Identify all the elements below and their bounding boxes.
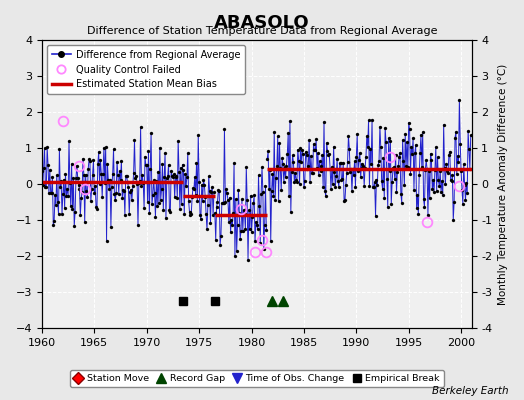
Text: ABASOLO: ABASOLO	[214, 14, 310, 32]
Text: Berkeley Earth: Berkeley Earth	[432, 386, 508, 396]
Legend: Station Move, Record Gap, Time of Obs. Change, Empirical Break: Station Move, Record Gap, Time of Obs. C…	[70, 370, 444, 387]
Text: Difference of Station Temperature Data from Regional Average: Difference of Station Temperature Data f…	[87, 26, 437, 36]
Y-axis label: Monthly Temperature Anomaly Difference (°C): Monthly Temperature Anomaly Difference (…	[498, 63, 508, 305]
